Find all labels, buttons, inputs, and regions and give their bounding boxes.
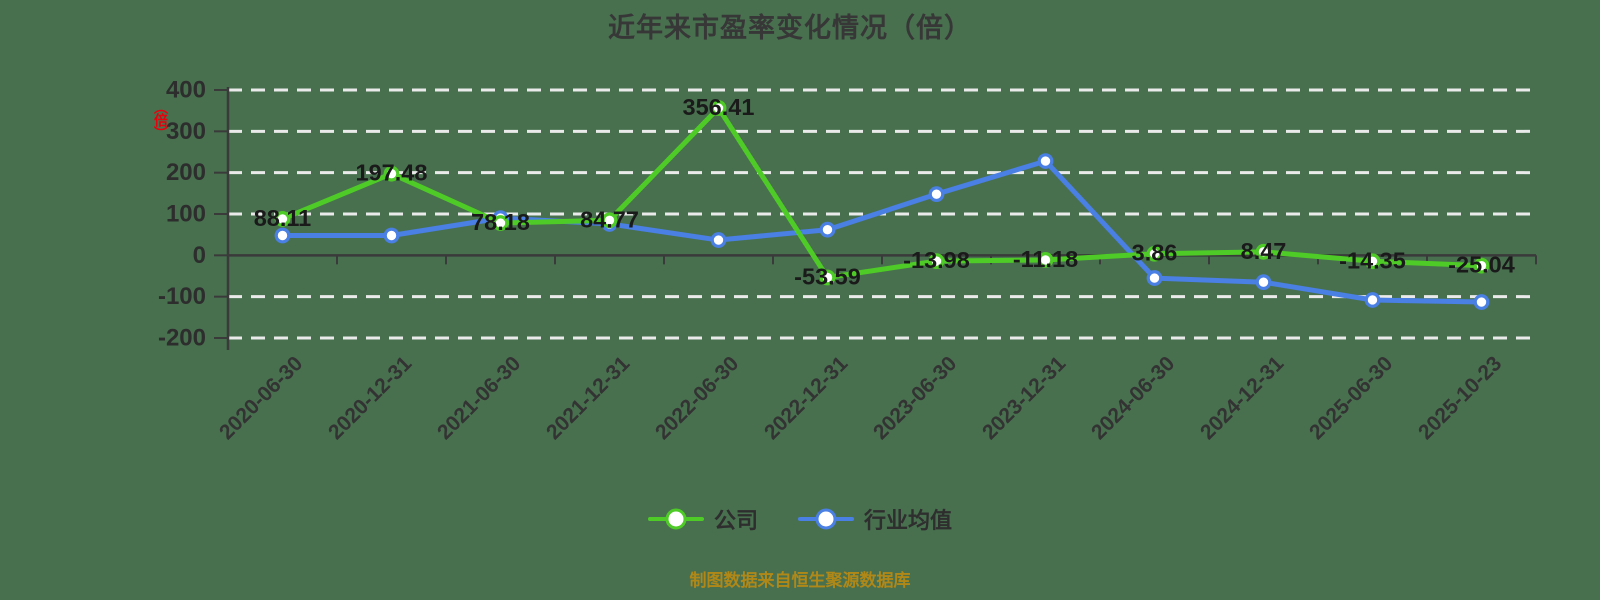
- data-point-label: 84.77: [580, 206, 639, 232]
- data-point-industry: [274, 227, 291, 244]
- data-point-label: 8.47: [1241, 238, 1287, 264]
- data-point-company: [1473, 257, 1490, 274]
- data-point-industry: [383, 227, 400, 244]
- legend-item-company[interactable]: 公司: [647, 503, 758, 535]
- legend-item-industry[interactable]: 行业均值: [798, 503, 952, 535]
- data-point-label: 88.11: [254, 205, 312, 231]
- data-point-company: [1364, 253, 1381, 270]
- y-tick-label: 400: [166, 77, 206, 104]
- data-point-industry: [1473, 294, 1490, 310]
- legend-circle-company-icon: [665, 508, 687, 530]
- data-point-company: [1037, 252, 1054, 268]
- data-point-industry: [1255, 274, 1272, 291]
- data-point-label: -14.35: [1339, 247, 1406, 273]
- data-point-industry: [710, 232, 727, 248]
- data-point-label: 3.86: [1132, 240, 1178, 266]
- data-point-label: -53.59: [794, 263, 861, 289]
- data-point-industry: [819, 221, 836, 238]
- data-point-label: 356.41: [683, 94, 755, 120]
- data-point-label: 197.48: [356, 160, 428, 186]
- data-point-company: [492, 215, 509, 231]
- data-point-company: [710, 100, 727, 116]
- data-point-industry: [1146, 270, 1163, 286]
- data-point-industry: [1037, 153, 1054, 169]
- legend: 公司 行业均值: [0, 503, 1600, 535]
- data-point-industry: [928, 186, 945, 203]
- series-line-company: [280, 105, 1484, 280]
- y-tick-label: 0: [193, 242, 206, 269]
- chart-title: 近年来市盈率变化情况（倍）: [608, 13, 972, 43]
- data-point-company: [1146, 245, 1163, 262]
- y-tick-label: 100: [166, 201, 206, 228]
- legend-marker-company-icon: [647, 508, 704, 530]
- y-tick-label: -100: [158, 283, 206, 310]
- data-point-label: -25.04: [1448, 252, 1515, 278]
- data-point-company: [819, 269, 836, 286]
- legend-label-industry: 行业均值: [864, 508, 953, 533]
- legend-marker-industry-icon: [798, 508, 854, 530]
- data-point-company: [274, 211, 291, 227]
- series-line-industry: [280, 158, 1484, 305]
- y-tick-label: 200: [166, 159, 206, 186]
- data-point-company: [928, 253, 945, 270]
- legend-label-company: 公司: [713, 508, 758, 533]
- data-point-label: 78.18: [471, 209, 530, 235]
- y-axis-unit-label: （倍）: [153, 100, 169, 139]
- footer-source-note: 制图数据来自恒生聚源数据库: [689, 571, 911, 590]
- y-tick-label: -200: [158, 325, 206, 352]
- data-point-label: -11.18: [1013, 246, 1078, 272]
- data-point-company: [383, 165, 400, 182]
- legend-circle-industry-icon: [815, 508, 837, 530]
- data-point-industry: [1364, 292, 1381, 308]
- data-point-company: [1255, 243, 1272, 260]
- y-tick-label: 300: [166, 118, 206, 145]
- data-point-label: -13.98: [903, 247, 970, 273]
- data-point-company: [601, 212, 618, 229]
